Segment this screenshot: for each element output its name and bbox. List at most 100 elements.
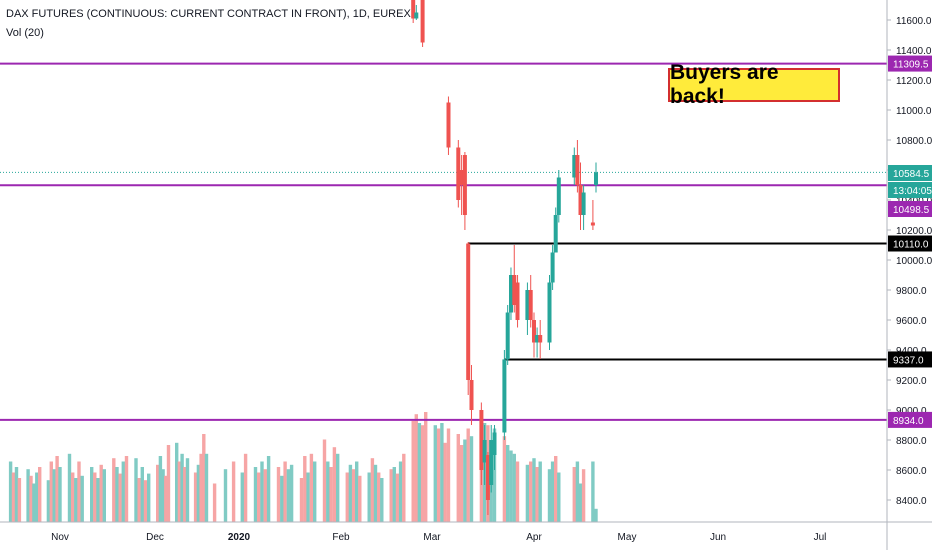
volume-bar xyxy=(283,461,287,522)
volume-bar xyxy=(299,478,304,522)
time-tick-label: Dec xyxy=(146,532,164,543)
candle-body xyxy=(538,335,543,343)
volume-bar xyxy=(143,480,148,522)
price-badge-8934: 8934.0 xyxy=(893,416,924,427)
candle-body xyxy=(485,455,490,500)
candle-body xyxy=(414,12,419,19)
time-tick-label: Jun xyxy=(710,532,726,543)
volume-bar xyxy=(532,458,536,522)
candle-body xyxy=(479,410,484,470)
volume-bar xyxy=(158,456,163,522)
volume-bar xyxy=(380,478,384,522)
price-tick-label: 10000.0 xyxy=(896,256,932,267)
candle-body xyxy=(575,155,580,185)
volume-bar xyxy=(370,458,375,522)
candle-body xyxy=(466,243,471,380)
volume-bar xyxy=(253,467,258,522)
volume-bar xyxy=(180,453,184,522)
volume-bar xyxy=(538,461,542,522)
volume-bar xyxy=(185,458,190,522)
candle-body xyxy=(456,147,461,200)
volume-bar xyxy=(121,461,125,522)
symbol-title: DAX FUTURES (CONTINUOUS: CURRENT CONTRAC… xyxy=(6,8,411,20)
volume-bar xyxy=(395,473,400,522)
volume-bar xyxy=(52,469,56,522)
volume-bar xyxy=(424,412,428,522)
volume-bar xyxy=(512,453,516,522)
price-badge-10498: 10498.5 xyxy=(893,205,930,216)
callout-text: Buyers are back! xyxy=(670,61,779,108)
volume-bar xyxy=(303,456,307,522)
price-tick-label: 8600.0 xyxy=(896,466,927,477)
volume-bar xyxy=(80,475,84,522)
volume-bar xyxy=(358,475,362,522)
price-badge-9337-bg xyxy=(888,351,932,368)
volume-bar xyxy=(32,483,36,522)
volume-bar xyxy=(26,469,30,522)
price-tick-label: 9800.0 xyxy=(896,286,927,297)
candle-body xyxy=(489,440,494,485)
volume-bar xyxy=(309,453,314,522)
volume-bar xyxy=(280,475,284,522)
volume-bar xyxy=(529,461,533,522)
last-price-badge-bg xyxy=(888,165,932,181)
volume-bar xyxy=(535,467,539,522)
price-tick-label: 8800.0 xyxy=(896,436,927,447)
candle-body xyxy=(594,172,598,185)
volume-bar xyxy=(306,472,310,522)
candle-body xyxy=(512,275,517,305)
candle-body xyxy=(525,290,530,320)
volume-bar xyxy=(124,456,129,522)
volume-bar xyxy=(74,478,78,522)
volume-bar xyxy=(440,423,444,522)
volume-bar xyxy=(326,461,330,522)
volume-bar xyxy=(286,469,291,522)
volume-bar xyxy=(115,467,119,522)
volume-bar xyxy=(204,453,209,522)
price-tick-label: 11600.0 xyxy=(896,16,932,27)
volume-bar xyxy=(102,469,106,522)
volume-bar xyxy=(594,508,598,522)
volume-bar xyxy=(112,458,116,522)
candle-body xyxy=(547,282,552,343)
volume-bar xyxy=(557,472,561,522)
candle-body xyxy=(590,222,595,226)
price-badge-9337: 9337.0 xyxy=(893,355,924,366)
volume-bar xyxy=(466,428,470,522)
volume-bar xyxy=(515,461,520,522)
volume-bar xyxy=(134,458,138,522)
volume-indicator-label: Vol (20) xyxy=(6,27,44,39)
candle-body xyxy=(528,290,533,320)
volume-bar xyxy=(446,428,451,522)
volume-bar xyxy=(502,436,507,522)
volume-bar xyxy=(166,445,171,522)
price-tick-label: 9600.0 xyxy=(896,316,927,327)
price-badge-8934-bg xyxy=(888,411,932,428)
volume-bar xyxy=(263,469,267,522)
volume-bar xyxy=(373,464,378,522)
volume-bar xyxy=(17,478,22,522)
price-badge-11309-bg xyxy=(888,55,932,72)
volume-bar xyxy=(433,425,437,522)
volume-bar xyxy=(46,480,51,522)
candle-body xyxy=(411,0,416,19)
volume-bar xyxy=(223,469,228,522)
volume-bar xyxy=(260,461,264,522)
candle-body xyxy=(515,282,520,320)
volume-bar xyxy=(436,428,441,522)
volume-bar xyxy=(243,453,248,522)
candle-body xyxy=(502,359,507,433)
price-tick-label: 10800.0 xyxy=(896,136,932,147)
candle-body xyxy=(469,380,474,410)
volume-bar xyxy=(581,469,586,522)
volume-bar xyxy=(8,461,13,522)
time-tick-label: Apr xyxy=(526,532,542,543)
price-badge-10498-bg xyxy=(888,201,932,217)
volume-bar xyxy=(414,414,418,522)
price-tick-label: 11200.0 xyxy=(896,76,932,87)
volume-bar xyxy=(199,453,203,522)
candle-body xyxy=(505,312,510,360)
volume-bar xyxy=(137,478,141,522)
countdown-badge-bg xyxy=(888,182,932,198)
volume-bar xyxy=(351,469,356,522)
